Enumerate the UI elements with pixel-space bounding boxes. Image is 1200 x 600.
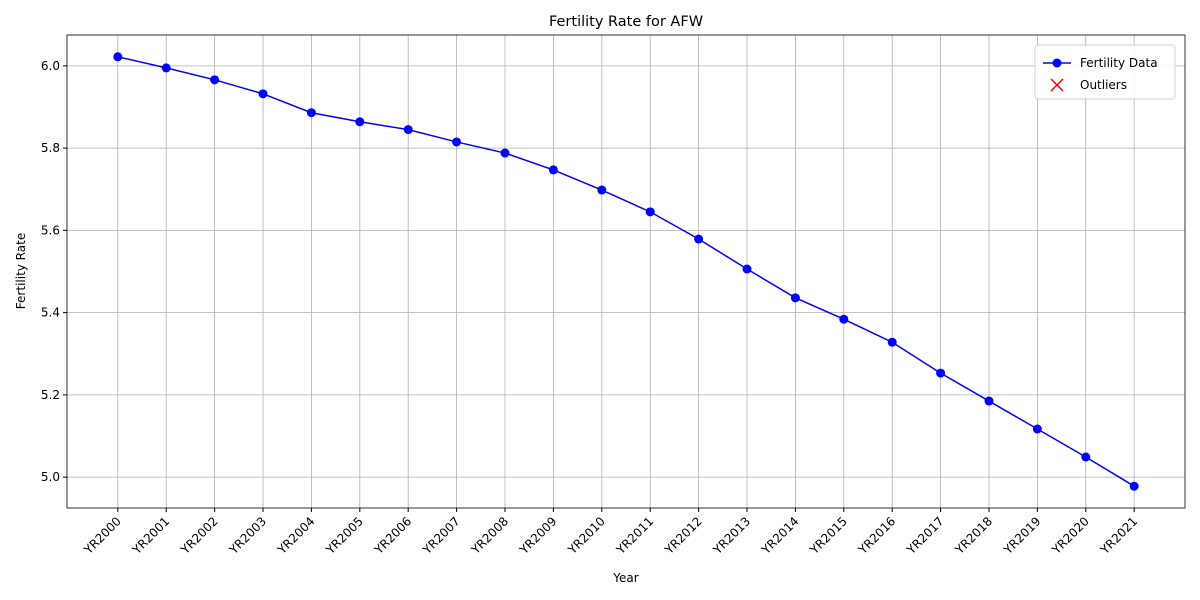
x-tick-label: YR2011 bbox=[613, 514, 656, 557]
data-line bbox=[117, 56, 1135, 487]
y-tick-label: 5.4 bbox=[41, 306, 60, 320]
y-axis-label: Fertility Rate bbox=[14, 233, 28, 309]
x-tick-label: YR2017 bbox=[903, 514, 946, 557]
x-tick-label: YR2009 bbox=[516, 514, 559, 557]
data-point bbox=[548, 165, 558, 175]
x-tick-label: YR2004 bbox=[274, 514, 317, 557]
data-point bbox=[500, 148, 510, 158]
x-tick-label: YR2015 bbox=[807, 514, 850, 557]
y-tick-label: 5.0 bbox=[41, 470, 60, 484]
x-tick-label: YR2021 bbox=[1097, 514, 1140, 557]
legend-marker bbox=[1050, 78, 1064, 92]
legend-label: Fertility Data bbox=[1080, 56, 1158, 70]
legend-box bbox=[1034, 44, 1176, 100]
x-tick-label: YR2019 bbox=[1000, 514, 1043, 557]
legend: Fertility Data Outliers bbox=[1034, 44, 1176, 100]
data-point bbox=[694, 234, 704, 244]
data-point bbox=[887, 337, 897, 347]
data-point bbox=[403, 125, 413, 135]
data-point bbox=[936, 368, 946, 378]
data-point bbox=[597, 185, 607, 195]
y-tick-label: 5.8 bbox=[41, 141, 60, 155]
x-tick-label: YR2018 bbox=[952, 514, 995, 557]
data-point bbox=[452, 137, 462, 147]
data-point bbox=[1129, 481, 1139, 491]
x-tick-label: YR2012 bbox=[661, 514, 704, 557]
x-tick-label: YR2014 bbox=[758, 514, 801, 557]
x-tick-label: YR2013 bbox=[710, 514, 753, 557]
chart-title: Fertility Rate for AFW bbox=[549, 14, 703, 30]
x-tick-label: YR2000 bbox=[81, 514, 124, 557]
x-tick-label: YR2007 bbox=[419, 514, 462, 557]
data-point bbox=[790, 293, 800, 303]
x-tick-label: YR2016 bbox=[855, 514, 898, 557]
data-point bbox=[210, 75, 220, 85]
x-tick-label: YR2006 bbox=[371, 514, 414, 557]
plot-frame bbox=[66, 34, 1186, 509]
x-tick-label: YR2005 bbox=[323, 514, 366, 557]
data-point bbox=[306, 108, 316, 118]
x-tick-label: YR2010 bbox=[565, 514, 608, 557]
data-point bbox=[984, 396, 994, 406]
data-point bbox=[113, 52, 123, 62]
x-tick-label: YR2002 bbox=[177, 514, 220, 557]
data-point bbox=[645, 207, 655, 217]
data-point bbox=[839, 314, 849, 324]
x-tick-label: YR2020 bbox=[1049, 514, 1092, 557]
data-point bbox=[742, 264, 752, 274]
x-tick-label: YR2001 bbox=[129, 514, 172, 557]
legend-marker bbox=[1052, 58, 1062, 68]
x-tick-label: YR2003 bbox=[226, 514, 269, 557]
data-point bbox=[161, 63, 171, 73]
y-tick-label: 5.6 bbox=[41, 223, 60, 237]
y-tick-label: 5.2 bbox=[41, 388, 60, 402]
data-point bbox=[355, 117, 365, 127]
data-point bbox=[1032, 424, 1042, 434]
x-axis-label: Year bbox=[612, 571, 638, 585]
x-tick-label: YR2008 bbox=[468, 514, 511, 557]
data-point bbox=[1081, 452, 1091, 462]
data-point bbox=[258, 89, 268, 99]
legend-label: Outliers bbox=[1080, 78, 1127, 92]
y-tick-label: 6.0 bbox=[41, 59, 60, 73]
